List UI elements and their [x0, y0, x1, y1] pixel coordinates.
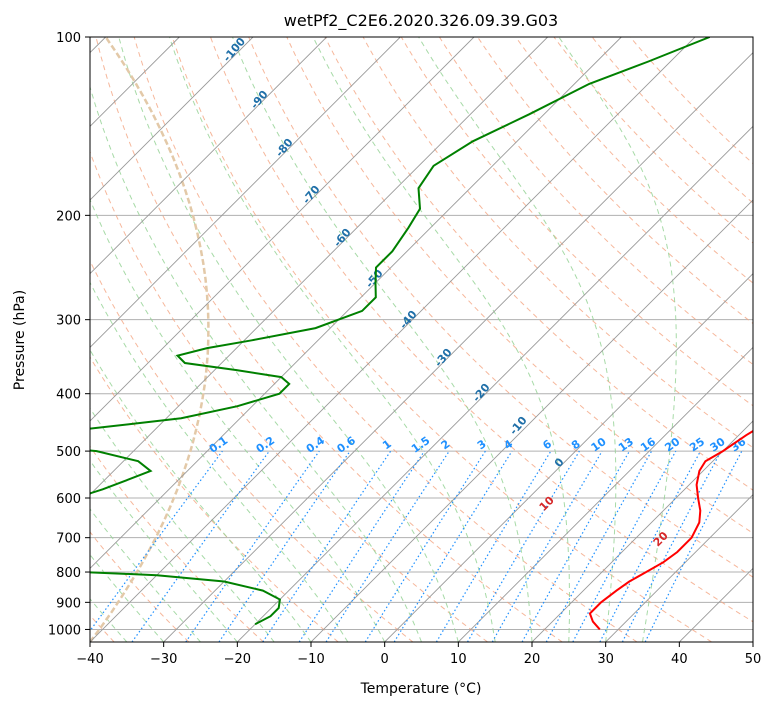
y-tick-label: 500 — [56, 445, 81, 460]
y-tick-label: 400 — [56, 388, 81, 403]
isotherm-line — [90, 37, 401, 348]
moist-adiabat-line — [558, 37, 677, 642]
dry-adiabat-line — [248, 37, 753, 578]
isotherm-line — [458, 346, 753, 642]
dry-adiabat-line — [438, 37, 753, 366]
x-tick-label: 0 — [381, 652, 389, 667]
mixing-ratio-line — [545, 450, 653, 642]
mixing-ratio-line — [491, 450, 603, 642]
x-tick-label: 40 — [671, 652, 688, 667]
dry-adiabat-line — [95, 37, 563, 642]
y-tick-label: 300 — [56, 314, 81, 329]
moist-adiabat-line — [90, 198, 386, 642]
y-tick-label: 700 — [56, 532, 81, 547]
chart-title: wetPf2_C2E6.2020.326.09.39.G03 — [284, 11, 558, 31]
pressure-gridlines — [90, 37, 753, 630]
dry-adiabat-line — [324, 37, 753, 491]
moist-adiabat-line — [118, 37, 459, 642]
moist-adiabat-line — [232, 37, 533, 642]
y-axis-label: Pressure (hPa) — [12, 290, 28, 390]
x-tick-label: 10 — [450, 652, 467, 667]
mixing-ratio-line — [435, 450, 552, 642]
isotherm-line — [90, 37, 696, 642]
isotherm-line — [384, 273, 753, 642]
moist-adiabat-line — [90, 85, 422, 642]
dry-adiabat-line — [90, 259, 414, 642]
isotherm-line — [310, 199, 753, 642]
mixing-ratio-line — [521, 450, 631, 642]
x-tick-label: 30 — [597, 652, 614, 667]
y-tick-label: 200 — [56, 209, 81, 224]
x-tick-label: 20 — [524, 652, 541, 667]
dry-adiabats — [90, 37, 753, 642]
dry-adiabat-line — [90, 531, 190, 642]
dry-adiabat-line — [133, 37, 638, 642]
mixing-ratio-line — [218, 450, 351, 642]
y-axis-ticks: 100 200 300 400 500 600 700 800 900 1000 — [48, 31, 90, 638]
y-tick-label: 100 — [56, 31, 81, 46]
mixing-ratio-line — [393, 450, 513, 642]
isotherm-line — [90, 37, 548, 496]
x-tick-label: −10 — [297, 652, 324, 667]
dry-adiabat-line — [210, 37, 753, 623]
isotherm-line — [90, 37, 254, 201]
plot-frame — [89, 36, 754, 643]
moist-adiabat-line — [312, 37, 570, 642]
y-tick-label: 600 — [56, 492, 81, 507]
y-tick-label: 900 — [56, 596, 81, 611]
isotherm-line — [531, 420, 753, 642]
isotherm-line — [90, 37, 622, 569]
mixing-ratio-line — [325, 450, 450, 642]
isotherm-line — [163, 52, 753, 642]
lcl-ring — [90, 37, 210, 642]
dry-adiabat-line — [400, 37, 753, 407]
mixing-ratio-lines — [90, 450, 743, 642]
isotherms — [90, 37, 753, 642]
moist-adiabat-line — [418, 37, 617, 642]
x-tick-label: −20 — [224, 652, 251, 667]
moist-adiabat-line — [90, 281, 349, 642]
y-tick-label: 1000 — [48, 623, 81, 638]
plot-area: 10203040-100-90-80-70-60-50-40-30-20-100… — [90, 37, 753, 642]
mixing-ratio-line — [185, 450, 320, 642]
temperature-profile-line — [588, 429, 753, 631]
mixing-ratio-line — [90, 450, 223, 632]
x-tick-label: 50 — [745, 652, 762, 667]
mixing-ratio-line — [466, 450, 580, 642]
isotherm-line — [237, 125, 753, 642]
x-axis-ticks: −40 −30 −20 −10 0 10 20 30 40 50 — [76, 642, 761, 667]
moist-adiabat-line — [90, 349, 312, 642]
x-tick-label: −40 — [76, 652, 103, 667]
y-tick-label: 800 — [56, 566, 81, 581]
x-axis-label: Temperature (°C) — [360, 681, 482, 697]
isotherm-line — [605, 494, 753, 642]
mixing-ratio-line — [131, 450, 270, 642]
lcl-ring-line — [90, 37, 210, 642]
dewpoint-profile-line — [90, 37, 711, 626]
moist-adiabat-line — [169, 37, 496, 642]
isotherm-line — [90, 37, 475, 422]
dry-adiabat-line — [286, 37, 753, 534]
isotherm-line — [90, 37, 327, 275]
x-tick-label: −30 — [150, 652, 177, 667]
mixing-ratio-line — [364, 450, 486, 642]
mixing-ratio-line — [572, 450, 677, 642]
moist-adiabats — [90, 37, 677, 642]
